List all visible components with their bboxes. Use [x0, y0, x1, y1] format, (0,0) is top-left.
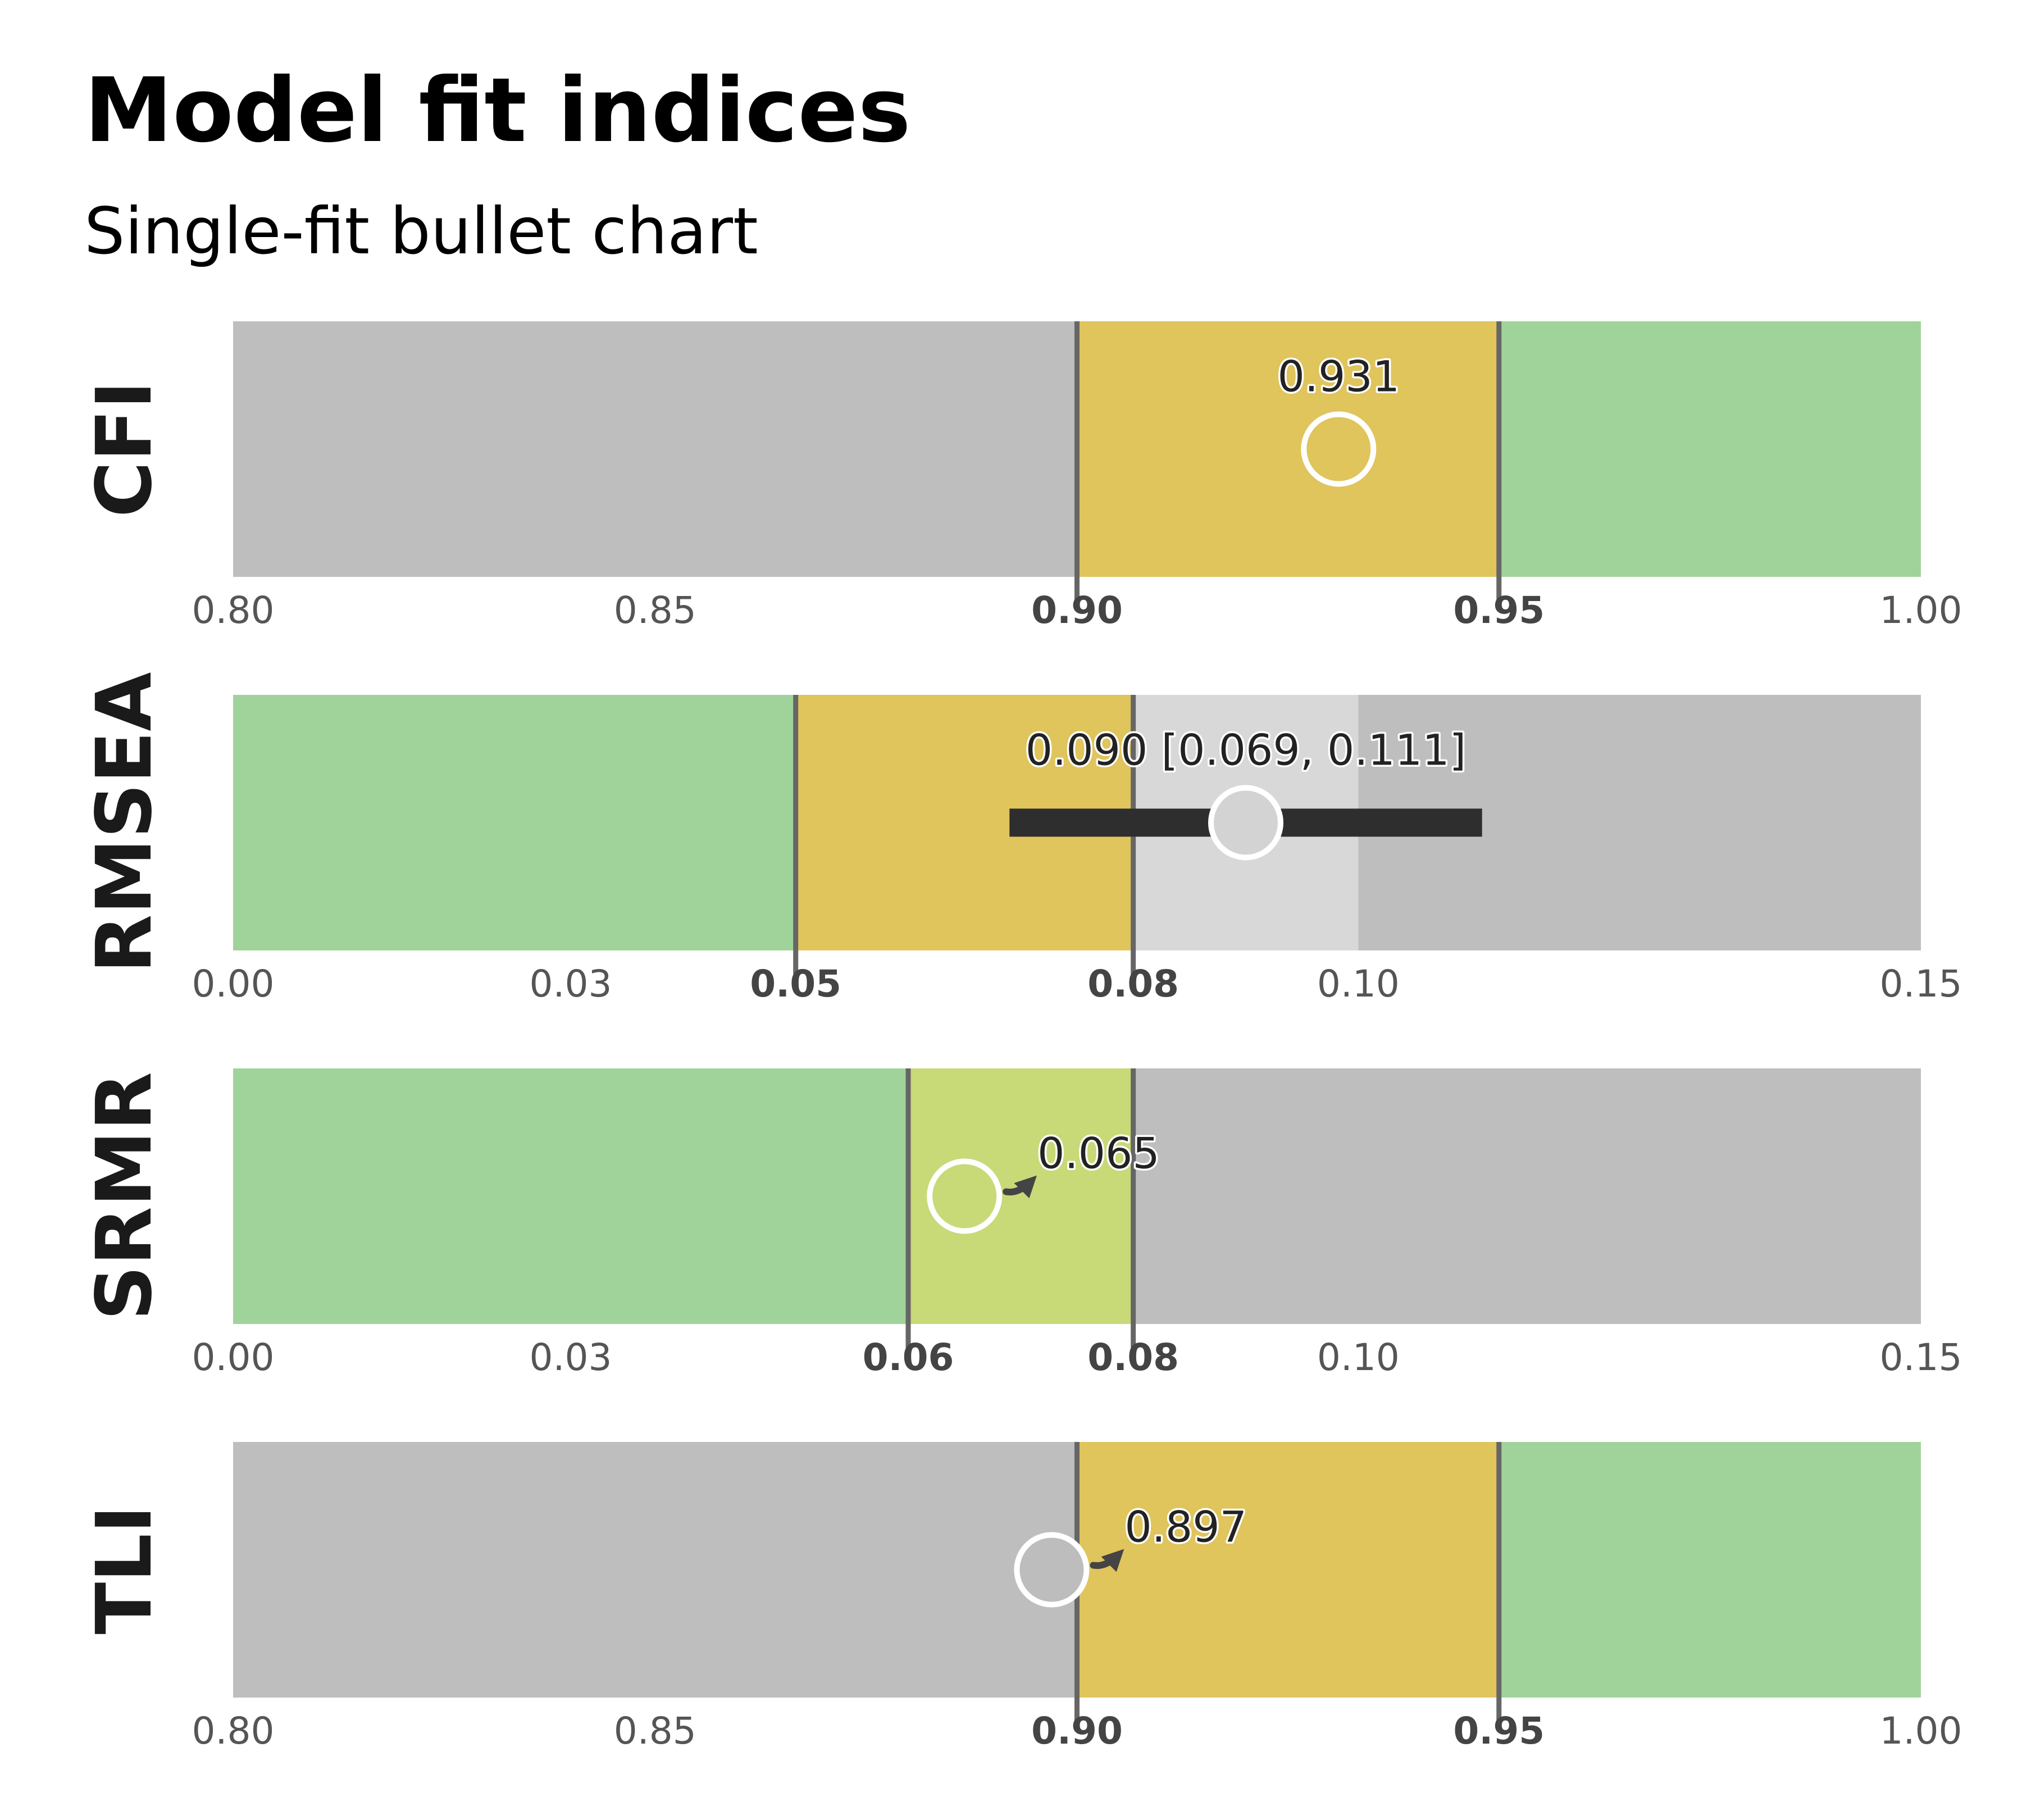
tli-value-marker	[1014, 1532, 1090, 1608]
rmsea-value-marker	[1208, 785, 1283, 861]
rmsea-tick-label-2: 0.05	[750, 962, 841, 1005]
srmr-value-label: 0.065	[1037, 1129, 1160, 1179]
tli-tick-label-3: 0.95	[1453, 1709, 1545, 1753]
cfi-band-1	[1077, 321, 1499, 577]
rmsea-tick-label-1: 0.03	[530, 962, 612, 1005]
srmr-tick-label-0: 0.00	[192, 1336, 275, 1379]
chart-subtitle: Single-fit bullet chart	[84, 194, 758, 269]
cfi-index-label: CFI	[80, 381, 169, 517]
rmsea-tick-label-0: 0.00	[192, 962, 275, 1005]
tli-index-label: TLI	[80, 1505, 169, 1634]
cfi-band-2	[1499, 321, 1921, 577]
srmr-tick-label-4: 0.10	[1317, 1336, 1400, 1379]
srmr-band-1	[908, 1068, 1133, 1324]
tli-band-2	[1499, 1442, 1921, 1698]
cfi-tick-label-0: 0.80	[192, 589, 275, 632]
srmr-value-marker	[927, 1158, 1003, 1234]
rmsea-band-0	[233, 695, 796, 950]
tli-band-1	[1077, 1442, 1499, 1698]
rmsea-tick-label-5: 0.15	[1880, 962, 1962, 1005]
srmr-tick-label-2: 0.06	[863, 1336, 954, 1379]
cfi-band-0	[233, 321, 1077, 577]
rmsea-value-label: 0.090 [0.069, 0.111]	[1026, 725, 1467, 775]
cfi-tick-label-4: 1.00	[1880, 589, 1962, 632]
cfi-value-marker	[1301, 411, 1377, 487]
tli-tick-label-2: 0.90	[1031, 1709, 1123, 1753]
srmr-label-arrow	[1003, 1175, 1037, 1199]
srmr-tick-label-5: 0.15	[1880, 1336, 1962, 1379]
tli-band-0	[233, 1442, 1077, 1698]
srmr-tick-label-3: 0.08	[1087, 1336, 1179, 1379]
tli-value-label: 0.897	[1124, 1502, 1247, 1552]
cfi-tick-label-2: 0.90	[1031, 589, 1123, 632]
srmr-index-label: SRMR	[80, 1072, 169, 1321]
rmsea-tick-label-4: 0.10	[1317, 962, 1400, 1005]
cfi-value-label: 0.931	[1277, 352, 1400, 402]
rmsea-index-label: RMSEA	[80, 672, 169, 973]
srmr-tick-label-1: 0.03	[530, 1336, 612, 1379]
tli-tick-label-4: 1.00	[1880, 1709, 1962, 1753]
chart-title: Model fit indices	[84, 59, 911, 162]
tli-tick-label-0: 0.80	[192, 1709, 275, 1753]
srmr-band-0	[233, 1068, 908, 1324]
tli-tick-label-1: 0.85	[614, 1709, 696, 1753]
cfi-tick-label-3: 0.95	[1453, 589, 1545, 632]
cfi-tick-label-1: 0.85	[614, 589, 696, 632]
srmr-band-2	[1133, 1068, 1921, 1324]
rmsea-tick-label-3: 0.08	[1087, 962, 1179, 1005]
tli-label-arrow	[1090, 1549, 1124, 1572]
